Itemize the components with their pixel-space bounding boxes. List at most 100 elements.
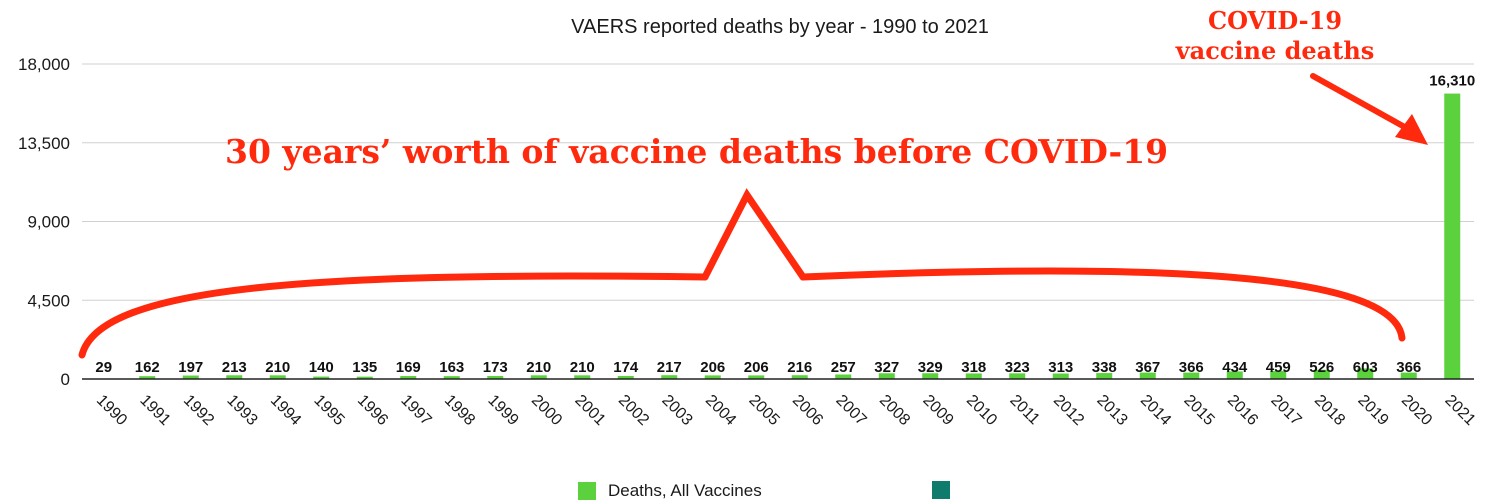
value-label: 603	[1353, 359, 1378, 376]
value-label: 174	[613, 359, 639, 376]
bar	[1226, 371, 1243, 379]
value-label: 329	[918, 359, 943, 376]
bar	[1400, 372, 1417, 379]
x-tick-label: 2011	[1006, 392, 1042, 428]
bar	[965, 373, 982, 379]
bar	[617, 375, 634, 379]
value-label: 169	[396, 359, 421, 376]
x-tick-label: 1993	[223, 392, 260, 429]
value-label: 210	[570, 359, 595, 376]
bar	[313, 376, 330, 379]
bar	[139, 376, 156, 379]
bar	[791, 375, 808, 379]
x-axis-labels: 1990 1991 1992 1993 1994 1995 1996 1997 1998 1999…	[93, 392, 1479, 429]
bar	[748, 375, 765, 379]
bar	[1270, 370, 1287, 379]
chart-title: VAERS reported deaths by year - 1990 to …	[571, 16, 989, 38]
value-label: 367	[1135, 359, 1160, 376]
bar	[1139, 372, 1156, 379]
bracket-right-arc	[799, 267, 1406, 342]
value-label: 206	[744, 359, 769, 376]
bracket-peak	[701, 188, 807, 281]
bar	[1009, 373, 1026, 379]
y-tick-label: 0	[61, 370, 70, 389]
value-label: 135	[352, 359, 377, 376]
bar	[226, 375, 243, 379]
x-tick-label: 2002	[615, 392, 652, 429]
bar	[1183, 372, 1200, 379]
bar	[443, 376, 460, 379]
bar	[530, 375, 547, 379]
x-tick-label: 2004	[702, 392, 739, 429]
value-label: 216	[787, 359, 812, 376]
y-tick-label: 18,000	[18, 55, 70, 74]
value-label: 338	[1092, 359, 1117, 376]
legend-item-deaths: Deaths, All Vaccines	[578, 481, 762, 501]
value-label: 434	[1222, 359, 1248, 376]
annotation-arrow	[1310, 73, 1428, 145]
bar	[182, 375, 199, 379]
value-label: 162	[135, 359, 160, 376]
value-label: 217	[657, 359, 682, 376]
x-tick-label: 2016	[1224, 392, 1261, 429]
x-tick-label: 2012	[1050, 392, 1087, 429]
bar	[574, 375, 591, 379]
x-tick-label: 1998	[441, 392, 478, 429]
legend-label-deaths: Deaths, All Vaccines	[608, 481, 762, 500]
annotation-covid-line1: COVID-19	[1207, 6, 1343, 35]
value-label: 366	[1179, 359, 1204, 376]
annotation-covid-line2: vaccine deaths	[1175, 36, 1375, 65]
bar	[878, 373, 895, 379]
value-label: 140	[309, 359, 334, 376]
arrow-head	[1395, 114, 1428, 145]
x-tick-label: 1996	[354, 392, 391, 429]
y-axis-labels: 0 4,500 9,000 13,500 18,000	[18, 55, 70, 389]
x-tick-label: 2021	[1441, 392, 1478, 429]
bar	[1096, 373, 1113, 379]
bar	[704, 375, 721, 379]
x-tick-label: 2008	[876, 392, 913, 429]
bar	[1313, 369, 1330, 379]
value-label: 210	[526, 359, 551, 376]
bar	[922, 373, 939, 379]
bar	[835, 374, 852, 379]
x-tick-label: 1999	[484, 392, 521, 429]
value-label: 163	[439, 359, 464, 376]
x-tick-label: 1994	[267, 392, 304, 429]
bar	[661, 375, 678, 379]
value-label: 526	[1309, 359, 1334, 376]
gridlines	[82, 63, 1474, 301]
legend-swatch-deaths	[578, 482, 596, 500]
value-label: 318	[961, 359, 986, 376]
x-tick-label: 2019	[1354, 392, 1391, 429]
x-tick-label: 2005	[745, 392, 782, 429]
bar	[1052, 373, 1069, 379]
x-tick-label: 1992	[180, 392, 217, 429]
x-tick-label: 2006	[789, 392, 826, 429]
x-tick-label: 2015	[1180, 392, 1217, 429]
value-label: 173	[483, 359, 508, 376]
bars	[95, 93, 1461, 379]
annotation-covid: COVID-19 vaccine deaths	[1170, 6, 1380, 66]
value-labels: 29 162 197 213 210 140 135 169 163 173 210 210 174 21…	[95, 73, 1475, 376]
x-tick-label: 2003	[658, 392, 695, 429]
value-label: 366	[1396, 359, 1421, 376]
x-tick-label: 1997	[397, 392, 434, 429]
x-tick-label: 2017	[1267, 392, 1304, 429]
value-label: 459	[1266, 359, 1291, 376]
bar	[356, 376, 373, 379]
x-tick-label: 2007	[832, 392, 869, 429]
bar	[1357, 368, 1374, 379]
legend-item-second	[932, 481, 962, 499]
x-tick-label: 2001	[571, 392, 608, 429]
legend-swatch-second	[932, 481, 950, 499]
value-label: 197	[178, 359, 203, 376]
value-label: 323	[1005, 359, 1030, 376]
x-tick-label: 2014	[1137, 392, 1174, 429]
bar	[1444, 93, 1461, 379]
x-tick-label: 2000	[528, 392, 565, 429]
y-tick-label: 4,500	[27, 291, 70, 310]
value-label: 16,310	[1429, 73, 1475, 90]
bar	[400, 376, 417, 379]
